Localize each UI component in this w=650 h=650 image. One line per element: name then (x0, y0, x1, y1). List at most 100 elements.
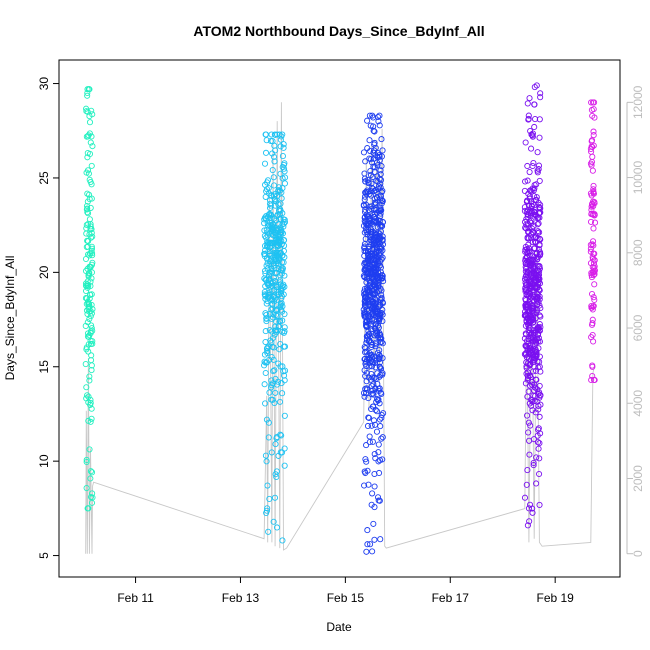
data-point (524, 343, 531, 350)
data-point (528, 302, 536, 310)
data-point (528, 131, 535, 138)
data-point (265, 528, 272, 535)
data-point (363, 362, 370, 370)
data-point (275, 242, 282, 250)
data-point (528, 217, 535, 224)
data-point (270, 174, 277, 181)
data-point (527, 356, 535, 363)
data-point (589, 320, 596, 327)
data-point (275, 184, 282, 191)
data-point (269, 396, 276, 403)
data-point (587, 218, 595, 225)
data-point (88, 133, 95, 140)
right-axis-tick-label: 6000 (631, 314, 645, 341)
data-point (534, 398, 541, 405)
data-point (362, 158, 369, 165)
right-axis-tick-label: 8000 (631, 239, 645, 266)
data-point (369, 283, 376, 290)
data-point (525, 322, 532, 329)
data-point (533, 454, 540, 461)
x-tick-label: Feb 11 (117, 591, 154, 605)
data-point (524, 177, 531, 184)
data-point (88, 352, 95, 359)
data-point (363, 321, 370, 328)
data-point (533, 82, 540, 89)
data-point (264, 229, 271, 236)
data-point (532, 384, 539, 391)
data-point (273, 260, 280, 267)
data-point (522, 178, 529, 185)
data-point (360, 389, 368, 397)
data-point (84, 209, 91, 216)
data-point (262, 338, 269, 346)
data-point (279, 153, 286, 160)
data-point (369, 438, 376, 445)
data-point (261, 160, 269, 167)
data-point (87, 340, 95, 348)
data-point (264, 482, 271, 489)
data-point (273, 381, 281, 388)
data-point (88, 269, 96, 276)
data-point (82, 322, 89, 329)
data-point (86, 295, 93, 302)
data-point (264, 177, 272, 184)
data-point (378, 435, 385, 442)
data-point (84, 283, 91, 290)
data-point (536, 455, 543, 462)
data-point (371, 205, 378, 213)
data-point (279, 230, 286, 237)
data-point (273, 281, 280, 288)
data-point (362, 372, 369, 380)
data-point (269, 138, 276, 145)
data-point (85, 132, 92, 139)
x-tick-label: Feb 19 (536, 591, 574, 605)
data-point (525, 241, 532, 248)
data-point (366, 433, 373, 440)
right-axis-tick-label: 2000 (631, 465, 645, 492)
data-point (278, 300, 285, 307)
data-point (362, 265, 369, 272)
data-point (525, 429, 532, 436)
data-point (365, 248, 372, 255)
data-point (261, 381, 268, 388)
data-point (364, 145, 371, 152)
y-tick-label: 30 (37, 77, 51, 91)
data-point (272, 327, 279, 334)
data-point (279, 537, 286, 544)
data-point (589, 241, 596, 248)
data-point (365, 180, 372, 187)
data-point (281, 180, 288, 187)
data-point (261, 252, 268, 260)
data-point (526, 95, 533, 102)
data-point (265, 293, 273, 300)
data-point (530, 357, 537, 364)
data-point (272, 441, 279, 448)
data-point (364, 386, 371, 393)
data-point (266, 244, 274, 251)
data-point (273, 468, 280, 475)
data-point (82, 295, 89, 302)
data-point (524, 412, 531, 419)
data-point (87, 282, 94, 290)
data-point (281, 219, 289, 226)
data-point (367, 167, 374, 175)
data-point (523, 282, 530, 289)
data-point (536, 312, 543, 319)
data-point (536, 413, 543, 420)
data-point (370, 417, 378, 424)
data-point (523, 481, 530, 488)
data-point (273, 225, 280, 232)
data-point (368, 241, 375, 248)
data-point (272, 131, 279, 138)
data-point (522, 380, 529, 387)
data-point (84, 154, 91, 161)
data-point (88, 181, 95, 188)
data-point (83, 458, 90, 466)
data-point (273, 524, 281, 531)
data-point (361, 301, 368, 308)
data-point (537, 305, 544, 312)
data-point (279, 303, 286, 310)
data-point (379, 187, 386, 194)
data-point (524, 467, 531, 474)
data-point (273, 307, 280, 314)
